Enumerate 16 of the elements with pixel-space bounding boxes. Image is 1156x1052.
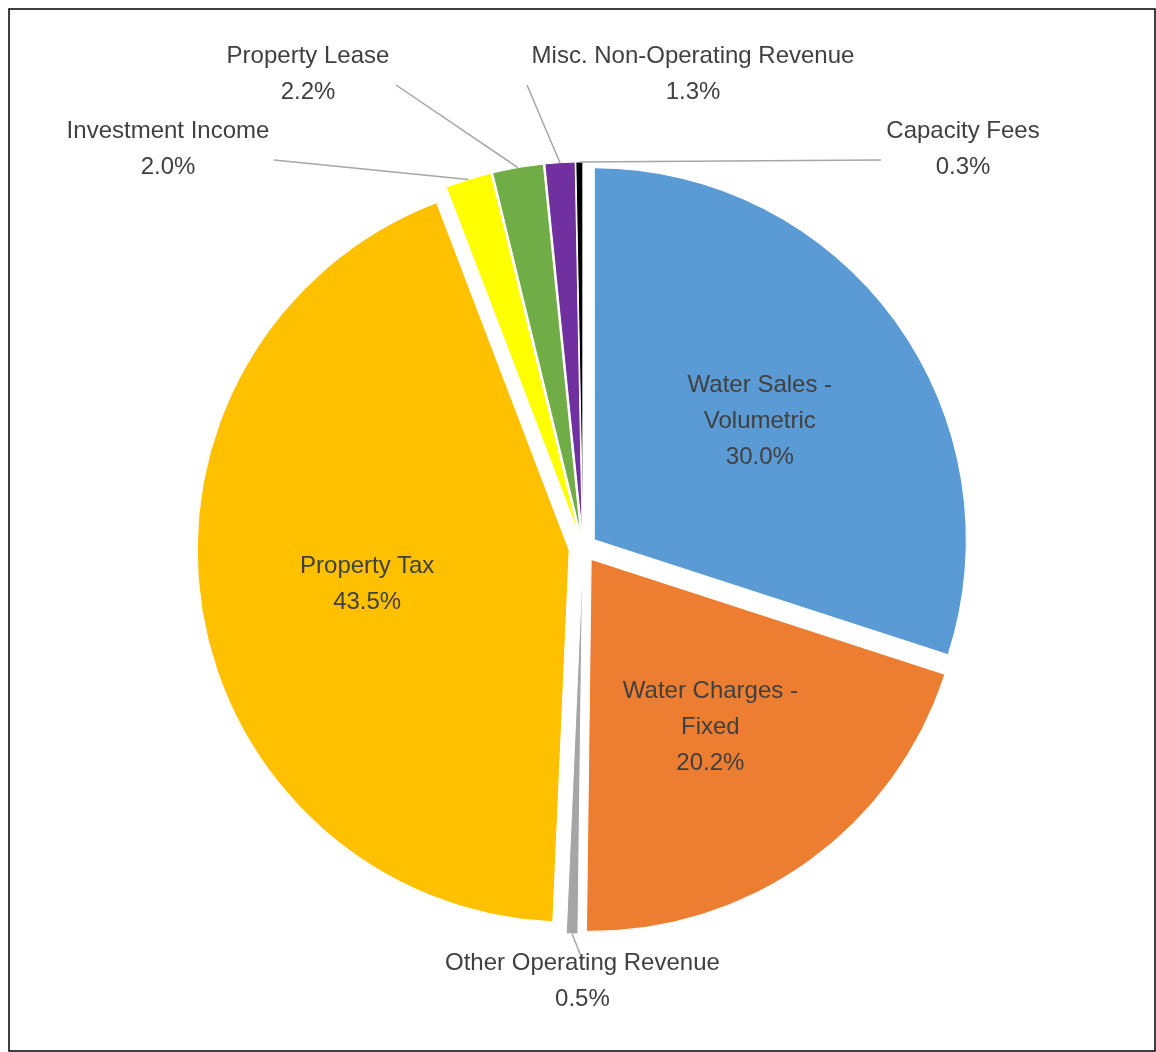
slice-label: Water Charges - Fixed [622,675,798,739]
slice-label: Property Lease [226,41,390,68]
slice-label: Investment Income [66,116,270,143]
slice-label: Other Operating Revenue [445,948,720,975]
data-label: 30.0% [725,441,794,469]
slice-label: Capacity Fees [886,116,1040,143]
data-label: 1.3% [665,77,721,104]
data-label: 0.5% [555,984,610,1011]
data-label: 43.5% [333,586,402,614]
slice-label: Water Sales - Volumetric [687,369,833,433]
data-label: 0.3% [935,152,991,179]
data-label: 2.2% [280,77,336,104]
data-label: 2.0% [140,152,196,179]
slice-label: Misc. Non-Operating Revenue [531,41,855,68]
data-label: 20.2% [676,747,745,775]
slice-label: Property Tax [300,550,435,578]
